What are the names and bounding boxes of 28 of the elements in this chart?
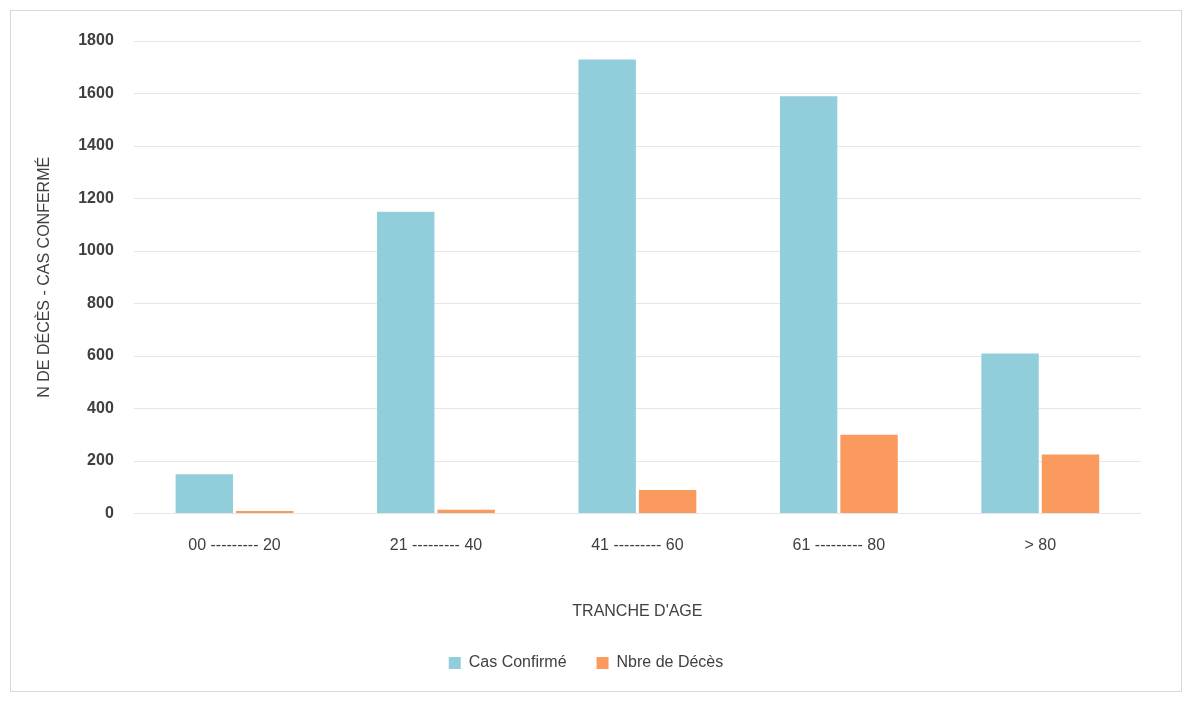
bar xyxy=(175,474,233,514)
y-tick-label: 200 xyxy=(87,451,114,469)
x-tick-label: 21 --------- 40 xyxy=(389,535,483,553)
y-tick-label: 1000 xyxy=(78,241,114,259)
legend-label: Cas Confirmé xyxy=(468,653,567,671)
bar xyxy=(578,59,636,514)
y-axis-title: N DE DÉCÈS - CAS CONFERMÉ xyxy=(34,156,53,398)
y-tick-label: 1600 xyxy=(78,83,114,101)
y-tick-label: 400 xyxy=(87,398,114,416)
bar xyxy=(236,510,294,514)
y-tick-label: 600 xyxy=(87,346,114,364)
y-tick-label: 0 xyxy=(104,504,114,522)
x-tick-label: 41 --------- 60 xyxy=(591,535,684,553)
bar xyxy=(1041,454,1100,514)
bar xyxy=(840,434,898,514)
bar xyxy=(377,211,435,514)
legend-label: Nbre de Décès xyxy=(616,653,724,671)
bar xyxy=(779,96,838,514)
y-tick-label: 1400 xyxy=(78,136,114,154)
y-tick-label: 1800 xyxy=(78,31,114,49)
x-axis-title: TRANCHE D'AGE xyxy=(572,601,703,619)
bar xyxy=(638,489,697,514)
x-tick-label: 61 --------- 80 xyxy=(792,535,886,553)
x-tick-label: 00 --------- 20 xyxy=(188,535,281,553)
bar xyxy=(981,353,1039,514)
y-tick-label: 800 xyxy=(87,293,114,311)
x-tick-label: > 80 xyxy=(1024,535,1057,553)
y-tick-label: 1200 xyxy=(78,188,114,206)
